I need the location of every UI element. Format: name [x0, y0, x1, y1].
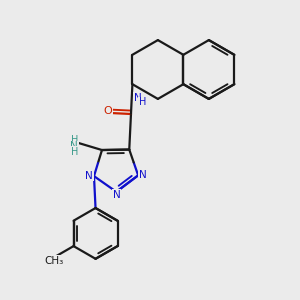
Text: H: H: [70, 135, 78, 145]
Text: O: O: [103, 106, 112, 116]
Text: H: H: [70, 147, 78, 157]
Text: N: N: [139, 170, 147, 180]
Text: N: N: [70, 142, 78, 152]
Text: N: N: [113, 190, 121, 200]
Text: H: H: [139, 97, 146, 107]
Text: CH₃: CH₃: [44, 256, 63, 266]
Text: N: N: [85, 170, 93, 181]
Text: N: N: [134, 93, 141, 103]
